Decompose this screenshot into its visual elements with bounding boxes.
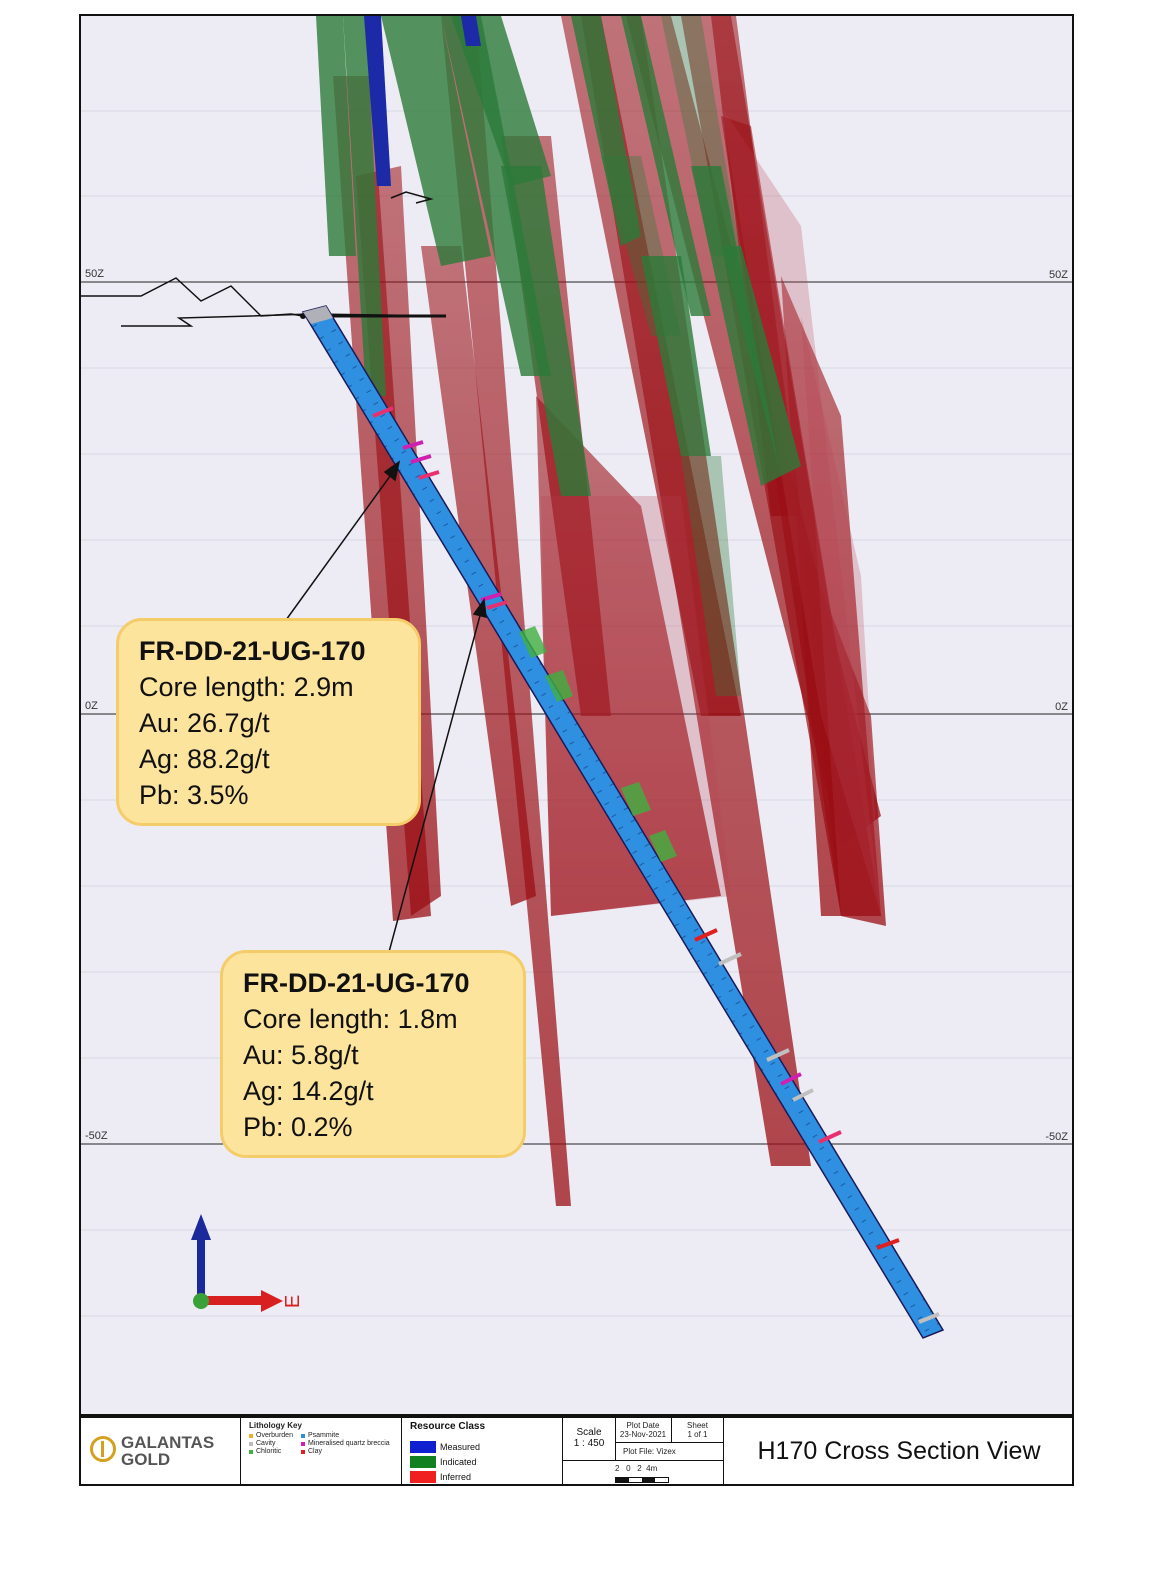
- callout-ag: Ag: 88.2g/t: [139, 744, 270, 774]
- lithology-label: Psammite: [308, 1432, 340, 1439]
- logo-text-line1: GALANTAS: [121, 1433, 215, 1452]
- lithology-item: Psammite: [301, 1432, 401, 1439]
- lithology-item: Cavity: [249, 1440, 301, 1447]
- resource-class-item: Measured: [410, 1439, 480, 1454]
- lithology-label: Cavity: [256, 1440, 276, 1447]
- lithology-swatch: [301, 1441, 305, 1446]
- resource-class-item: Indicated: [410, 1454, 480, 1469]
- elevation-label-0-left: 0Z: [85, 700, 98, 712]
- callout-pb: Pb: 3.5%: [139, 780, 249, 810]
- cross-section-view: 50Z 50Z 0Z 0Z -50Z -50Z E FR-DD-21-UG-17…: [79, 14, 1074, 1416]
- resource-class-title: Resource Class: [410, 1421, 486, 1432]
- elevation-label-50-right: 50Z: [1049, 269, 1068, 281]
- callout-au: Au: 5.8g/t: [243, 1040, 359, 1070]
- callout-title: FR-DD-21-UG-170: [243, 968, 470, 998]
- callout-core-length: Core length: 2.9m: [139, 672, 354, 702]
- lithology-swatch: [301, 1433, 305, 1438]
- indicated-lenses-faint: [601, 16, 741, 696]
- lithology-item: Mineralised quartz breccia: [301, 1440, 401, 1447]
- orientation-axes: [191, 1214, 283, 1312]
- intercept-callout-1: FR-DD-21-UG-170 Core length: 2.9m Au: 26…: [116, 618, 421, 826]
- plot-info: Scale 1 : 450 Plot Date 23-Nov-2021 Shee…: [563, 1418, 724, 1484]
- elevation-label-neg50-left: -50Z: [85, 1130, 108, 1142]
- title-block: GALANTAS GOLD Lithology Key Overburden Ps…: [79, 1416, 1074, 1486]
- callout-pb: Pb: 0.2%: [243, 1112, 353, 1142]
- scale-bar-label: 2 0 2 4m: [615, 1464, 658, 1473]
- sheet-value: 1 of 1: [687, 1430, 708, 1439]
- lithology-swatch: [301, 1449, 305, 1454]
- indicated-lenses: [316, 16, 801, 496]
- callout-au: Au: 26.7g/t: [139, 708, 270, 738]
- lithology-label: Mineralised quartz breccia: [308, 1440, 390, 1447]
- lithology-label: Clay: [308, 1448, 323, 1455]
- lithology-item: Overburden: [249, 1432, 301, 1439]
- elevation-label-50-left: 50Z: [85, 268, 104, 280]
- inferred-block-region: [541, 106, 881, 916]
- elevation-label-neg50-right: -50Z: [1045, 1131, 1068, 1143]
- scale-label: Scale: [576, 1427, 602, 1438]
- resource-class-swatch: [410, 1455, 436, 1468]
- lithology-label: Chloritic: [256, 1448, 282, 1455]
- company-logo-cell: GALANTAS GOLD: [81, 1418, 241, 1484]
- scale-bar: [615, 1477, 669, 1483]
- resource-class-swatch: [410, 1440, 436, 1453]
- lithology-item: Clay: [301, 1448, 401, 1455]
- drawing-title: H170 Cross Section View: [757, 1436, 1041, 1465]
- east-axis-label: E: [282, 1294, 305, 1309]
- galantas-logo-icon: [90, 1436, 116, 1462]
- resource-class-item: Inferred: [410, 1469, 480, 1484]
- lithology-swatch: [249, 1449, 253, 1454]
- scale-value: 1 : 450: [573, 1438, 605, 1449]
- sheet-label: Sheet: [687, 1421, 708, 1430]
- lithology-key: Lithology Key Overburden Psammite Cavity Mi…: [241, 1418, 402, 1484]
- lithology-swatch: [249, 1433, 253, 1438]
- measured-lenses: [364, 16, 481, 186]
- lithology-key-title: Lithology Key: [249, 1421, 302, 1430]
- plot-date-value: 23-Nov-2021: [619, 1430, 667, 1439]
- callout-leaders: [285, 460, 487, 953]
- plot-date-label: Plot Date: [626, 1421, 660, 1430]
- callout-title: FR-DD-21-UG-170: [139, 636, 366, 666]
- drillhole-trace: [301, 305, 945, 1339]
- resource-class-label: Measured: [440, 1441, 481, 1452]
- resource-class-swatch: [410, 1470, 436, 1483]
- lithology-item: Chloritic: [249, 1448, 301, 1455]
- resource-class-label: Inferred: [440, 1471, 472, 1482]
- callout-ag: Ag: 14.2g/t: [243, 1076, 374, 1106]
- elevation-label-0-right: 0Z: [1055, 701, 1068, 713]
- plot-file: Plot File: Vizex: [623, 1447, 676, 1456]
- logo-text-line2: GOLD: [121, 1450, 171, 1469]
- lithology-label: Overburden: [256, 1432, 293, 1439]
- resource-class-label: Indicated: [440, 1456, 477, 1467]
- drawing-title-cell: H170 Cross Section View: [724, 1418, 1074, 1484]
- intercept-callout-2: FR-DD-21-UG-170 Core length: 1.8m Au: 5.…: [220, 950, 526, 1158]
- lithology-swatch: [249, 1441, 253, 1446]
- callout-core-length: Core length: 1.8m: [243, 1004, 458, 1034]
- resource-class-key: Resource Class Measured Indicated Inferred: [402, 1418, 563, 1484]
- development-outline: [81, 191, 447, 327]
- section-drawing: [81, 16, 1072, 1339]
